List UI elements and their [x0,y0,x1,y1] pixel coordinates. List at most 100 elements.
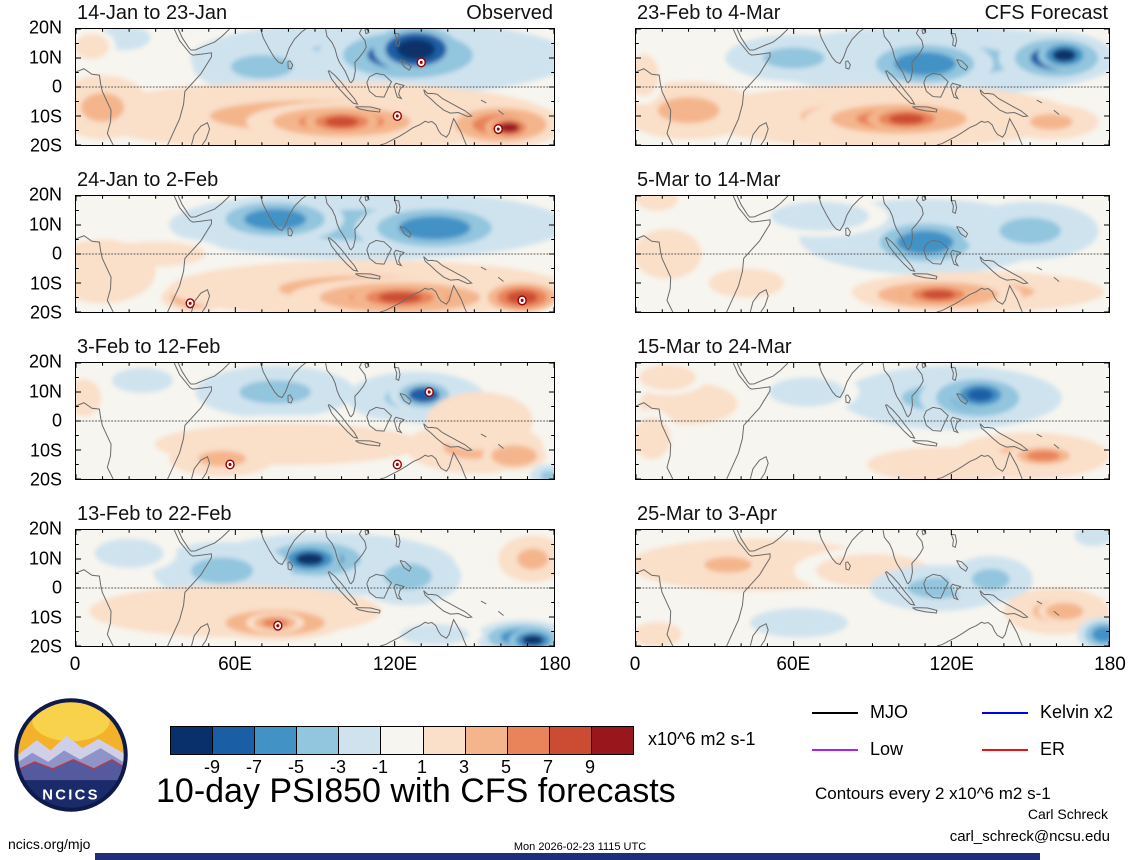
colorbar-cell [549,727,592,754]
legend-label: ER [1040,739,1066,759]
coastline [395,367,400,380]
coastline [819,29,864,64]
coastline [192,624,210,646]
coastline [819,196,864,231]
coastline [980,90,1028,117]
panel-subtitle: Observed [466,2,553,24]
map-plot-area [75,195,555,313]
coastline [636,403,673,479]
colorbar-cell [423,727,466,754]
legend-item: MJO [812,702,982,723]
author-email: carl_schreck@ncsu.edu [949,828,1110,845]
anomaly-field [636,196,1104,312]
colorbar-cell [171,727,214,754]
map-canvas [636,29,1109,145]
coastline [912,107,936,112]
legend-item: Low [812,739,982,760]
colorbar-units-label: x10^6 m2 s-1 [648,729,756,749]
coastline [76,69,113,145]
coastline [424,90,472,117]
coastline [394,584,404,599]
coastline [922,531,926,535]
coastline [750,290,768,312]
coastline [261,29,306,64]
coastline [912,274,936,279]
coastline [481,434,486,437]
colorbar-cell [297,727,340,754]
cyclone-marker [494,125,502,134]
coastline [886,237,915,271]
coastline [912,441,936,446]
coastline [636,236,673,312]
coastline [1054,110,1059,114]
coastline [367,240,392,264]
coastline [951,200,956,213]
map-canvas [636,530,1109,646]
coastline [737,29,788,50]
coastline [1054,611,1059,615]
coastline [883,363,923,417]
author-credit: Carl Schreck [1027,806,1108,822]
coastline [883,29,923,83]
colorbar-tick-labels: -9 -7 -5 -3 -1 1 3 5 7 9 [170,757,632,779]
anomaly-field [81,532,554,646]
site-url: ncics.org/mjo [8,836,91,852]
coastline [365,364,369,368]
colorbar-tick-label: -1 [371,757,389,777]
cyclone-marker [274,621,282,630]
y-tick-label: 20S [29,135,62,156]
colorbar-tick-label: -7 [245,757,263,777]
coastline [937,119,1022,145]
coastline [498,277,503,281]
coastline [365,197,369,201]
coastline [355,107,380,112]
y-tick-label: 20N [28,518,62,539]
coastline [636,69,673,145]
coastline [498,611,503,615]
cyclone-marker [226,460,234,469]
coastline [76,403,113,479]
colorbar-cell [339,727,382,754]
coastline [168,363,212,479]
coastline [367,73,392,97]
coastline [886,404,915,438]
legend-item: ER [982,739,1135,760]
anomaly-field [76,196,554,312]
coastline [178,363,229,384]
y-tick-label: 10S [29,440,62,460]
coastline [922,30,926,34]
cyclone-marker [393,112,401,121]
colorbar-cell [465,727,508,754]
coastline [380,453,466,479]
map-canvas [76,196,554,312]
coastline [1037,434,1042,437]
panel-subtitle: CFS Forecast [984,2,1108,24]
y-tick-label: 10N [28,381,62,401]
map-plot-area [635,28,1110,146]
coastline [937,453,1022,479]
coastline [1037,267,1042,270]
ncics-logo-graphic: NCICS [14,698,128,812]
ncics-logo-text: NCICS [42,787,100,803]
coastline [957,560,968,571]
coastline [957,226,968,237]
coastline [886,70,915,104]
coastline [883,196,923,250]
colorbar [170,726,634,755]
coastline [395,534,400,547]
map-plot-area [635,195,1110,313]
legend-line-sample [982,711,1028,714]
map-panel: 23-Feb to 4-Mar CFS Forecast [635,2,1110,146]
panel-title: 25-Mar to 3-Apr [637,503,778,525]
y-label-row: 20N 10N 0 10S 20S [0,352,68,490]
coastline [76,570,113,646]
coastline [750,457,768,479]
y-label-row: 20N 10N 0 10S 20S [0,185,68,323]
coastline [192,457,210,479]
map-panel: 15-Mar to 24-Mar [635,336,1110,480]
coastline [957,393,968,404]
colorbar-cell [255,727,298,754]
coastline [922,197,926,201]
panel-title: 13-Feb to 22-Feb [77,503,232,525]
